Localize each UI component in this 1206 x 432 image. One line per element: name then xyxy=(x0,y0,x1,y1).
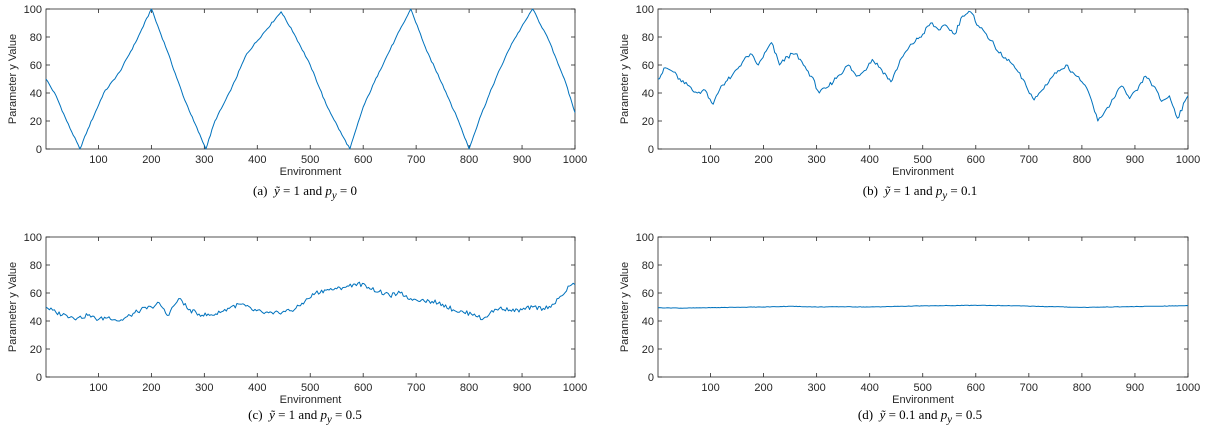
x-tick-label-d-1: 200 xyxy=(754,382,772,394)
y-tick-label-d-0: 0 xyxy=(648,372,654,384)
x-tick-label-b-1: 200 xyxy=(754,154,772,166)
x-tick-label-d-8: 900 xyxy=(1126,382,1144,394)
x-tick-label-d-3: 400 xyxy=(861,382,879,394)
y-axis-title-d: Parameter y Value xyxy=(619,262,631,352)
series-line-a xyxy=(45,8,576,150)
y-tick-label-c-4: 80 xyxy=(30,260,42,272)
x-tick-label-d-7: 800 xyxy=(1073,382,1091,394)
y-tick-label-a-2: 40 xyxy=(30,88,42,100)
series-line-b xyxy=(657,10,1189,122)
plot-area-b xyxy=(657,8,1189,150)
chart-svg-c: 100 200 300 400 500 600 700 800 900 1000 0 20 40 60 80… xyxy=(7,232,587,406)
x-tick-label-c-1: 200 xyxy=(142,382,160,394)
y-tick-label-a-1: 20 xyxy=(30,116,42,128)
y-tick-label-c-2: 40 xyxy=(30,316,42,328)
x-tick-label-b-3: 400 xyxy=(861,154,879,166)
caption-c: (c) ỹ = 1 and py = 0.5 xyxy=(248,407,362,426)
y-axis-title-c: Parameter y Value xyxy=(7,262,19,352)
x-axis-title-c: Environment xyxy=(280,394,342,406)
x-tick-label-a-4: 500 xyxy=(301,154,319,166)
x-tick-label-b-4: 500 xyxy=(914,154,932,166)
y-tick-label-c-1: 20 xyxy=(30,344,42,356)
x-tick-label-a-5: 600 xyxy=(354,154,372,166)
chart-svg-a: 100 200 300 400 500 600 700 800 900 1000 0 20 40 60 80… xyxy=(7,4,587,178)
y-tick-label-b-3: 60 xyxy=(642,60,654,72)
series-line-c xyxy=(45,281,576,322)
y-axis-title-b: Parameter y Value xyxy=(619,34,631,124)
chart-panel-c: 100 200 300 400 500 600 700 800 900 1000 0 20 40 60 80… xyxy=(7,232,587,426)
y-tick-label-b-1: 20 xyxy=(642,116,654,128)
y-tick-label-b-4: 80 xyxy=(642,32,654,44)
x-tick-label-c-3: 400 xyxy=(248,382,266,394)
x-tick-label-a-7: 800 xyxy=(460,154,478,166)
x-tick-label-c-2: 300 xyxy=(195,382,213,394)
plot-area-a xyxy=(45,8,576,150)
x-tick-label-a-0: 100 xyxy=(89,154,107,166)
x-tick-label-c-5: 600 xyxy=(354,382,372,394)
y-axis-title-a: Parameter y Value xyxy=(7,34,19,124)
caption-d: (d) ỹ = 0.1 and py = 0.5 xyxy=(857,407,983,426)
caption-b: (b) ỹ = 1 and py = 0.1 xyxy=(862,183,978,202)
y-tick-label-d-3: 60 xyxy=(642,288,654,300)
y-tick-label-b-0: 0 xyxy=(648,144,654,156)
x-tick-label-b-8: 900 xyxy=(1126,154,1144,166)
x-tick-label-b-7: 800 xyxy=(1073,154,1091,166)
x-tick-label-d-5: 600 xyxy=(967,382,985,394)
x-tick-label-b-9: 1000 xyxy=(1176,154,1200,166)
chart-panel-b: 100 200 300 400 500 600 700 800 900 1000 0 20 40 60 80… xyxy=(619,4,1200,202)
x-tick-label-d-2: 300 xyxy=(807,382,825,394)
y-tick-label-c-5: 100 xyxy=(24,232,42,244)
x-tick-label-d-0: 100 xyxy=(701,382,719,394)
y-tick-label-a-4: 80 xyxy=(30,32,42,44)
x-tick-label-c-0: 100 xyxy=(89,382,107,394)
y-tick-label-c-0: 0 xyxy=(36,372,42,384)
caption-a: (a) ỹ = 1 and py = 0 xyxy=(253,183,357,202)
x-tick-label-d-4: 500 xyxy=(914,382,932,394)
y-tick-label-a-3: 60 xyxy=(30,60,42,72)
x-axis-title-d: Environment xyxy=(892,394,954,406)
x-tick-label-a-3: 400 xyxy=(248,154,266,166)
x-tick-label-a-2: 300 xyxy=(195,154,213,166)
y-tick-label-a-5: 100 xyxy=(24,4,42,16)
x-tick-label-c-7: 800 xyxy=(460,382,478,394)
chart-svg-b: 100 200 300 400 500 600 700 800 900 1000 0 20 40 60 80… xyxy=(619,4,1200,178)
x-tick-label-a-1: 200 xyxy=(142,154,160,166)
x-tick-label-a-8: 900 xyxy=(513,154,531,166)
y-tick-label-b-2: 40 xyxy=(642,88,654,100)
y-tick-label-b-5: 100 xyxy=(636,4,654,16)
y-tick-label-d-1: 20 xyxy=(642,344,654,356)
y-tick-label-c-3: 60 xyxy=(30,288,42,300)
series-line-d xyxy=(657,304,1189,309)
x-tick-label-b-6: 700 xyxy=(1020,154,1038,166)
x-axis-title-a: Environment xyxy=(280,166,342,178)
y-tick-label-d-2: 40 xyxy=(642,316,654,328)
y-tick-label-d-4: 80 xyxy=(642,260,654,272)
x-axis-title-b: Environment xyxy=(892,166,954,178)
x-tick-label-d-9: 1000 xyxy=(1176,382,1200,394)
x-tick-label-b-0: 100 xyxy=(701,154,719,166)
x-tick-label-c-9: 1000 xyxy=(563,382,587,394)
y-tick-label-d-5: 100 xyxy=(636,232,654,244)
x-tick-label-c-6: 700 xyxy=(407,382,425,394)
y-tick-label-a-0: 0 xyxy=(36,144,42,156)
x-tick-label-c-4: 500 xyxy=(301,382,319,394)
x-tick-label-c-8: 900 xyxy=(513,382,531,394)
x-tick-label-a-9: 1000 xyxy=(563,154,587,166)
x-tick-label-a-6: 700 xyxy=(407,154,425,166)
x-tick-label-b-2: 300 xyxy=(807,154,825,166)
x-tick-label-b-5: 600 xyxy=(967,154,985,166)
chart-panel-a: 100 200 300 400 500 600 700 800 900 1000 0 20 40 60 80… xyxy=(0,0,603,216)
x-tick-label-d-6: 700 xyxy=(1020,382,1038,394)
